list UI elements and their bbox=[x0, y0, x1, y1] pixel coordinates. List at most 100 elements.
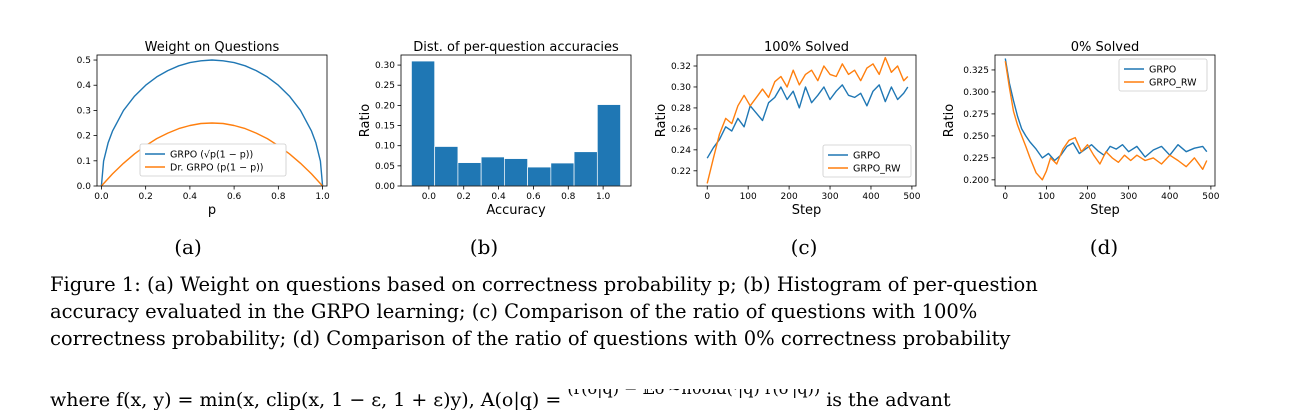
x-tick-label: 0.4 bbox=[491, 192, 506, 202]
x-tick-label: 500 bbox=[1202, 192, 1219, 202]
charts-svg: 0.0 0.2 0.4 0.6 0.8 1.0 0.0 0.1 0.2 0.3 0.4 0.5 Weig… bbox=[77, 40, 1220, 218]
x-axis-label: Step bbox=[792, 203, 822, 218]
body-text-right: is the advant bbox=[826, 389, 951, 410]
y-tick-label: 0.5 bbox=[77, 56, 91, 66]
x-tick-label: 100 bbox=[740, 192, 757, 202]
x-tick-label: 0.0 bbox=[422, 192, 437, 202]
body-text-line: where f(x, y) = min(x, clip(x, 1 − ε, 1 … bbox=[50, 389, 1246, 410]
caption-line-3: correctness probability; (d) Comparison … bbox=[50, 327, 1011, 350]
y-tick-label: 0.2 bbox=[77, 132, 91, 142]
x-tick-label: 1.0 bbox=[315, 192, 330, 202]
y-tick-label: 0.24 bbox=[671, 146, 691, 156]
plot-frame bbox=[696, 54, 917, 187]
y-tick-label: 0.200 bbox=[963, 176, 989, 186]
y-axis-label: Ratio bbox=[654, 104, 669, 137]
y-tick-label: 0.3 bbox=[77, 106, 91, 116]
x-tick-label: 0.6 bbox=[227, 192, 242, 202]
y-tick-label: 0.26 bbox=[671, 125, 691, 135]
chart-b: 0.0 0.2 0.4 0.6 0.8 1.0 0.00 0.05 0.10 0.15 0.20 0.… bbox=[358, 40, 632, 218]
legend: GRPO GRPO_RW bbox=[1118, 58, 1208, 92]
x-tick-label: 400 bbox=[862, 192, 879, 202]
y-tick-label: 0.25 bbox=[375, 81, 395, 91]
y-tick-label: 0.1 bbox=[77, 157, 91, 167]
y-tick-label: 0.4 bbox=[77, 81, 92, 91]
y-tick-label: 0.00 bbox=[375, 182, 395, 192]
legend-box bbox=[822, 144, 912, 178]
legend-entry: GRPO_RW bbox=[1149, 78, 1197, 89]
x-tick-label: 0.6 bbox=[526, 192, 541, 202]
histogram-bar bbox=[596, 104, 621, 187]
figure-caption: Figure 1: (a) Weight on questions based … bbox=[50, 271, 1246, 352]
y-tick-label: 0.15 bbox=[375, 122, 395, 132]
histogram-bar bbox=[550, 162, 575, 187]
x-tick-label: 0.8 bbox=[561, 192, 576, 202]
histogram-bar bbox=[527, 166, 552, 187]
legend-entry: GRPO_RW bbox=[853, 164, 901, 175]
y-axis-label: Ratio bbox=[358, 104, 373, 137]
x-tick-label: 400 bbox=[1161, 192, 1178, 202]
x-tick-label: 0.4 bbox=[183, 192, 198, 202]
chart-d: 0 100 200 300 400 500 0.200 0.225 0.250 0.275 0.30… bbox=[942, 40, 1220, 218]
legend-box bbox=[1118, 58, 1208, 92]
plot-frame bbox=[400, 54, 632, 187]
x-tick-label: 300 bbox=[821, 192, 838, 202]
panel-label-d: (d) bbox=[1089, 235, 1119, 259]
y-tick-label: 0.30 bbox=[671, 83, 691, 93]
x-tick-label: 0 bbox=[704, 192, 710, 202]
caption-line-1: Figure 1: (a) Weight on questions based … bbox=[50, 273, 1038, 296]
body-text-left: where f(x, y) = min(x, clip(x, 1 − ε, 1 … bbox=[50, 389, 562, 410]
x-tick-label: 100 bbox=[1038, 192, 1055, 202]
y-tick-label: 0.22 bbox=[671, 167, 691, 177]
x-tick-label: 0.8 bbox=[271, 192, 286, 202]
y-tick-label: 0.20 bbox=[375, 101, 395, 111]
y-tick-label: 0.300 bbox=[963, 88, 989, 98]
histogram-bar bbox=[480, 156, 505, 187]
chart-title: 0% Solved bbox=[1071, 40, 1140, 55]
series-line-1 bbox=[1004, 58, 1208, 162]
y-tick-label: 0.325 bbox=[963, 66, 989, 76]
x-tick-label: 300 bbox=[1120, 192, 1137, 202]
x-tick-label: 0.2 bbox=[138, 192, 152, 202]
x-axis-label: Step bbox=[1090, 203, 1120, 218]
x-tick-label: 200 bbox=[781, 192, 798, 202]
figure-panels: 0.0 0.2 0.4 0.6 0.8 1.0 0.0 0.1 0.2 0.3 0.4 0.5 Weig… bbox=[77, 40, 1220, 218]
histogram-bar bbox=[573, 151, 598, 187]
x-tick-label: 500 bbox=[903, 192, 920, 202]
y-axis-label: Ratio bbox=[942, 104, 957, 137]
plot-frame bbox=[994, 54, 1216, 187]
y-tick-label: 0.275 bbox=[963, 110, 989, 120]
legend-entry: GRPO bbox=[853, 151, 880, 162]
x-tick-label: 1.0 bbox=[596, 192, 611, 202]
chart-c: 0 100 200 300 400 500 0.22 0.24 0.26 0.28 0.30 0.32… bbox=[654, 40, 921, 218]
x-tick-label: 0.2 bbox=[457, 192, 471, 202]
chart-a: 0.0 0.2 0.4 0.6 0.8 1.0 0.0 0.1 0.2 0.3 0.4 0.5 Weig… bbox=[77, 40, 330, 218]
body-text-fraction: (r(o|q) − 𝔼o′∼πθold(·|q) r(o′|q)) bbox=[567, 389, 820, 398]
legend-box bbox=[139, 143, 287, 177]
series-line-2 bbox=[1004, 61, 1208, 181]
y-tick-label: 0.28 bbox=[671, 104, 691, 114]
x-axis-label: p bbox=[208, 203, 216, 218]
chart-title: 100% Solved bbox=[764, 40, 849, 55]
y-tick-label: 0.250 bbox=[963, 132, 989, 142]
x-tick-label: 0 bbox=[1002, 192, 1008, 202]
histogram-bar bbox=[457, 162, 482, 187]
x-axis-label: Accuracy bbox=[486, 203, 546, 218]
histogram-bar bbox=[411, 60, 436, 187]
series-line-1 bbox=[706, 84, 909, 159]
series-line-2 bbox=[706, 56, 909, 184]
x-tick-label: 200 bbox=[1079, 192, 1096, 202]
legend-entry: GRPO (√p(1 − p)) bbox=[170, 150, 253, 161]
plot-frame bbox=[96, 54, 328, 187]
caption-line-2: accuracy evaluated in the GRPO learning;… bbox=[50, 300, 978, 323]
histogram-bar bbox=[504, 158, 528, 187]
series-line-1 bbox=[100, 59, 324, 187]
legend-entry: Dr. GRPO (p(1 − p)) bbox=[170, 163, 264, 174]
histogram-bar bbox=[434, 146, 459, 187]
y-tick-label: 0.05 bbox=[375, 162, 395, 172]
chart-title: Dist. of per-question accuracies bbox=[413, 40, 619, 55]
panel-label-b: (b) bbox=[469, 235, 499, 259]
legend-entry: GRPO bbox=[1149, 65, 1176, 76]
chart-title: Weight on Questions bbox=[145, 40, 280, 55]
y-tick-label: 0.10 bbox=[375, 142, 395, 152]
y-tick-label: 0.0 bbox=[77, 182, 92, 192]
